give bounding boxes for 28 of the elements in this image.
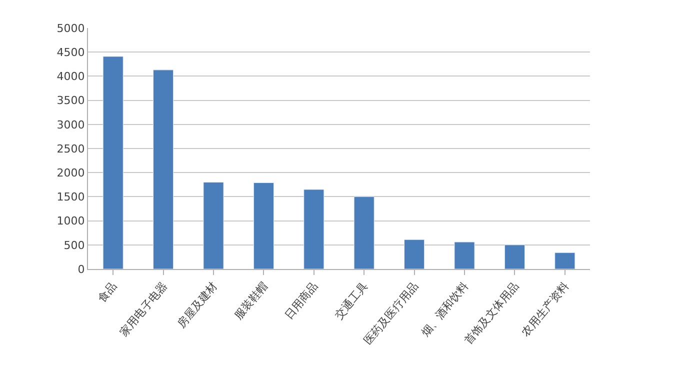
y-tick-label: 3500 [56,94,85,108]
y-tick-label: 500 [64,238,85,252]
y-tick-label: 4000 [56,70,85,84]
bar [304,189,324,269]
bar [454,242,475,269]
y-tick-label: 0 [78,262,85,276]
y-tick-label: 2000 [56,166,85,180]
x-tick-label: 家用电子电器 [117,280,170,339]
x-tick-label: 房屋及建材 [174,280,220,330]
bar [504,244,525,269]
bar [203,182,224,269]
bar [253,182,274,269]
y-tick-label: 5000 [56,22,85,35]
y-tick-label: 1000 [56,214,85,228]
x-tick-label: 交通工具 [332,280,371,322]
bar [554,252,576,269]
y-tick-label: 1500 [56,190,85,204]
bar [354,196,374,269]
x-tick-label: 日用商品 [282,280,320,322]
y-tick-label: 4500 [56,46,85,59]
x-tick-label: 服装鞋帽 [232,280,270,322]
y-tick-label: 2500 [56,142,85,156]
bar [404,239,425,269]
x-tick-label: 农用生产资料 [519,280,572,339]
x-tick-label: 食品 [96,280,120,306]
y-tick-label: 3000 [56,118,85,132]
bar [153,70,174,269]
bar [102,56,124,269]
